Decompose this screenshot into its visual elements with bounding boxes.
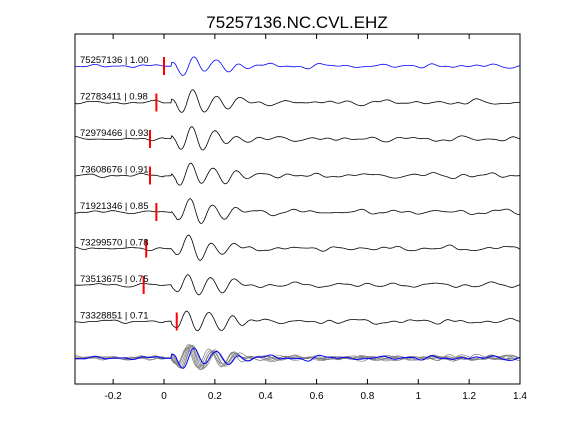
x-tick-label-1: 0 <box>161 391 167 402</box>
trace-label-72979466: 72979466 | 0.93 <box>80 128 149 139</box>
x-tick-label-4: 0.6 <box>310 391 324 402</box>
trace-line-73328851 <box>75 310 520 332</box>
x-tick-label-8: 1.4 <box>513 391 527 402</box>
x-tick-label-5: 0.8 <box>360 391 374 402</box>
picks-layer <box>142 57 178 331</box>
trace-line-72783411 <box>74 89 521 113</box>
stack-layer <box>74 344 521 371</box>
trace-label-72783411: 72783411 | 0.98 <box>80 92 148 103</box>
trace-label-73299570: 73299570 | 0.78 <box>80 238 149 249</box>
trace-line-73513675 <box>75 274 521 296</box>
trace-label-71921346: 71921346 | 0.85 <box>80 201 149 212</box>
x-tick-label-6: 1 <box>416 391 422 402</box>
trace-label-75257136: 75257136 | 1.00 <box>80 55 149 66</box>
trace-label-73328851: 73328851 | 0.71 <box>80 311 149 322</box>
trace-line-71921346 <box>74 198 520 224</box>
trace-line-73299570 <box>74 234 521 261</box>
x-tick-label-0: -0.2 <box>105 391 123 402</box>
trace-label-73608676: 73608676 | 0.91 <box>80 165 149 176</box>
x-tick-label-3: 0.4 <box>259 391 273 402</box>
trace-label-73513675: 73513675 | 0.75 <box>80 274 149 285</box>
plot-frame <box>74 33 521 385</box>
labels-layer: 75257136 | 1.00 72783411 | 0.98 72979466 |… <box>80 55 149 322</box>
stack-reference-trace <box>74 347 521 369</box>
x-tick-label-2: 0.2 <box>208 391 222 402</box>
chart-title: 75257136.NC.CVL.EHZ <box>206 13 387 32</box>
x-axis: -0.2 0 0.2 0.4 0.6 0.8 1 1.2 1.4 <box>105 34 527 402</box>
trace-line-75257136 <box>74 56 521 76</box>
x-tick-label-7: 1.2 <box>462 391 476 402</box>
